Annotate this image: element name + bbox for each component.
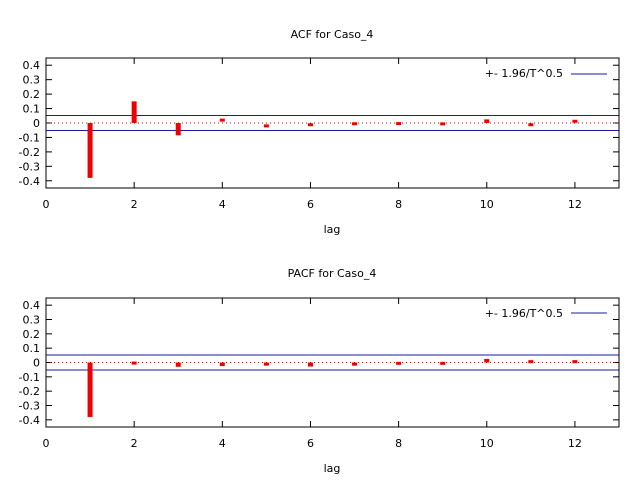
x-tick-label: 8 <box>395 198 402 211</box>
x-axis-label: lag <box>324 462 341 475</box>
x-axis: 0 2 4 6 8 10 12 <box>43 298 582 450</box>
legend: +- 1.96/T^0.5 <box>485 307 607 320</box>
y-tick-label: 0.2 <box>23 88 41 101</box>
bar-series <box>87 101 578 178</box>
x-tick-label: 0 <box>43 437 50 450</box>
bar <box>440 361 446 365</box>
bar <box>263 124 269 128</box>
y-tick-label: -0.2 <box>19 385 40 398</box>
bar <box>219 118 225 122</box>
bar <box>175 123 181 136</box>
x-tick-label: 12 <box>568 437 582 450</box>
chart-title: ACF for Caso_4 <box>291 28 374 41</box>
chart-title: PACF for Caso_4 <box>288 267 377 280</box>
bar <box>131 101 137 123</box>
bar <box>352 362 358 366</box>
y-tick-label: 0 <box>33 357 40 370</box>
bar <box>572 360 578 364</box>
bar <box>572 119 578 123</box>
y-axis: 0.4 0.30.20.1 0-0.1-0.2 -0.3-0.4 <box>19 299 619 427</box>
bar-series <box>87 358 578 417</box>
bar <box>263 362 269 366</box>
legend: +- 1.96/T^0.5 <box>485 67 607 80</box>
y-tick-label: 0.4 <box>23 299 41 312</box>
bar <box>396 122 402 126</box>
x-tick-label: 2 <box>131 437 138 450</box>
y-tick-label: 0.3 <box>23 74 41 87</box>
bar <box>484 358 490 363</box>
bar <box>131 361 137 365</box>
y-tick-label: 0.1 <box>23 103 41 116</box>
pacf-panel: PACF for Caso_4 0.40.30.20.10-0.1-0.2-0.… <box>19 267 620 475</box>
x-tick-label: 0 <box>43 198 50 211</box>
x-axis: 0 2 4 6 8 10 12 <box>43 58 582 211</box>
bar <box>307 123 313 127</box>
legend-label: +- 1.96/T^0.5 <box>485 307 563 320</box>
x-tick-label: 6 <box>307 198 314 211</box>
y-tick-label: 0 <box>33 117 40 130</box>
x-tick-label: 8 <box>395 437 402 450</box>
x-tick-label: 12 <box>568 198 582 211</box>
y-tick-label: 0.3 <box>23 314 41 327</box>
x-tick-label: 2 <box>131 198 138 211</box>
bar <box>87 362 93 417</box>
bar <box>396 361 402 365</box>
bar <box>484 119 490 123</box>
plot-area <box>45 297 620 428</box>
bar <box>528 123 534 127</box>
y-tick-label: 0.2 <box>23 328 41 341</box>
bar <box>440 122 446 126</box>
acf-panel: ACF for Caso_4 0.40.30.20.10-0.1-0.2-0.3… <box>19 28 620 236</box>
y-axis: 0.4 0.30.2 0.10-0.1 -0.2-0.3 -0.4 <box>19 59 619 188</box>
x-tick-label: 4 <box>219 437 226 450</box>
x-tick-label: 10 <box>480 198 494 211</box>
bar <box>87 123 93 178</box>
y-tick-label: -0.1 <box>19 371 40 384</box>
confidence-band <box>46 354 619 371</box>
bar <box>352 122 358 126</box>
y-tick-label: 0.4 <box>23 59 41 72</box>
y-tick-label: -0.1 <box>19 131 40 144</box>
x-axis-label: lag <box>324 223 341 236</box>
bar <box>175 362 181 367</box>
plot-area <box>45 57 620 189</box>
x-tick-label: 6 <box>307 437 314 450</box>
y-tick-label: 0.1 <box>23 342 41 355</box>
bar <box>528 360 534 364</box>
x-tick-label: 10 <box>480 437 494 450</box>
bar <box>307 362 313 367</box>
y-tick-label: -0.3 <box>19 160 40 173</box>
y-tick-label: -0.4 <box>19 175 40 188</box>
x-tick-label: 4 <box>219 198 226 211</box>
y-tick-label: -0.3 <box>19 400 40 413</box>
y-tick-label: -0.2 <box>19 146 40 159</box>
bar <box>219 362 225 367</box>
legend-label: +- 1.96/T^0.5 <box>485 67 563 80</box>
y-tick-label: -0.4 <box>19 414 40 427</box>
confidence-band <box>46 114 619 132</box>
